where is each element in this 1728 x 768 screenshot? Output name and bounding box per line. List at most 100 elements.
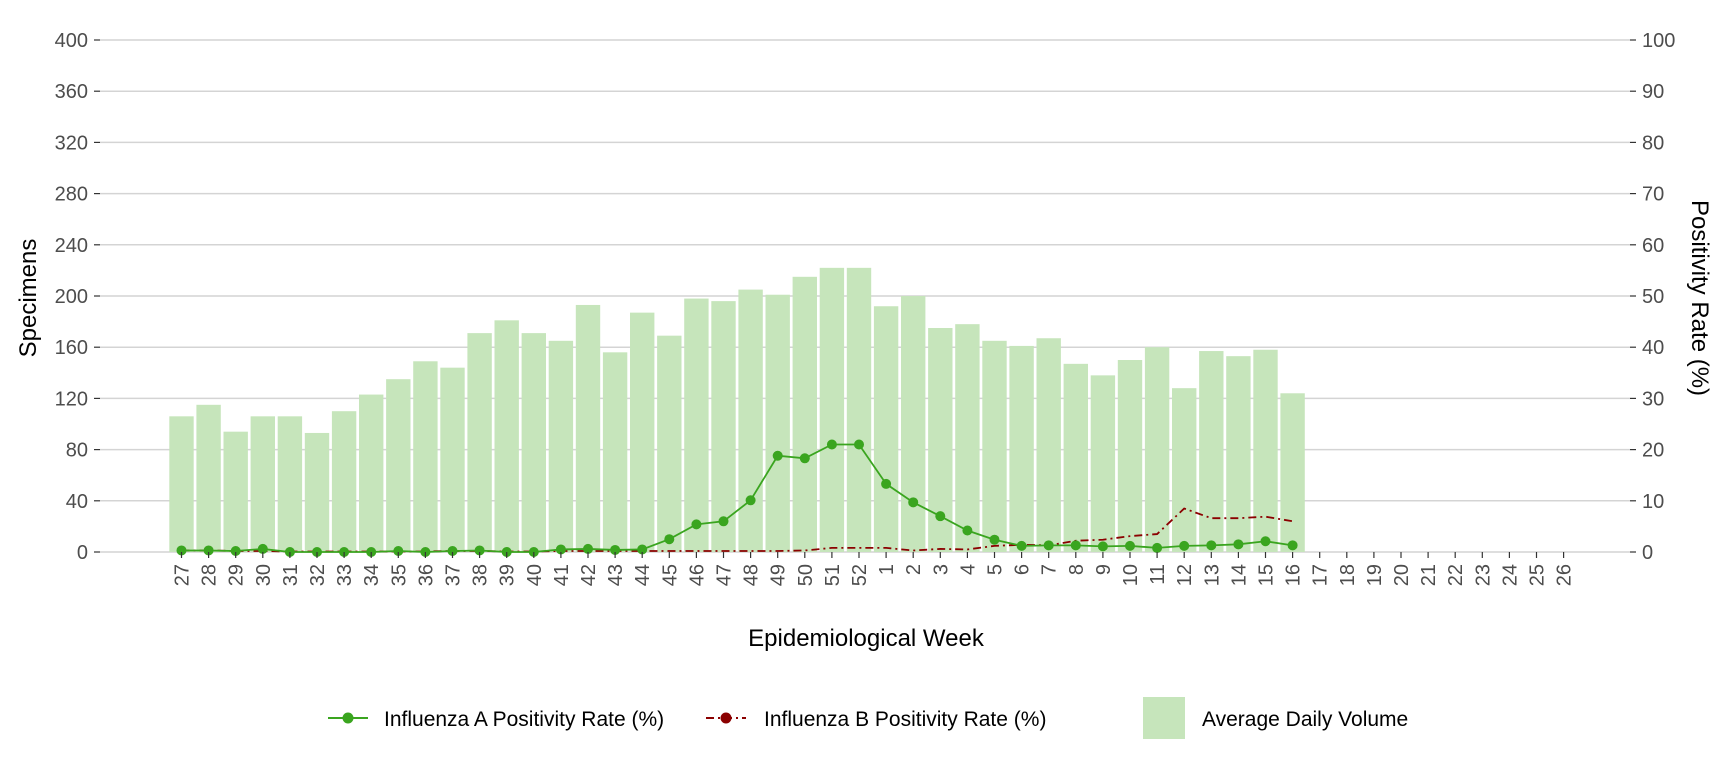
bar — [1144, 347, 1170, 552]
bar — [331, 411, 357, 552]
x-tick-label: 50 — [795, 564, 817, 586]
bar — [765, 294, 790, 552]
bar — [1172, 388, 1197, 552]
bar — [386, 379, 411, 552]
x-axis: 27 28 29 30 31 32 33 34 35 36 37 38 39 40 41 42 43 44 45 46… — [172, 552, 1576, 586]
x-tick-label: 42 — [578, 564, 600, 586]
x-tick-label: 34 — [361, 564, 383, 586]
data-point — [1233, 539, 1244, 550]
bar — [711, 301, 736, 552]
bar — [1280, 393, 1305, 552]
x-tick-label: 19 — [1364, 564, 1386, 586]
x-tick-label: 7 — [1039, 564, 1061, 575]
legend-item-influenza-a: Influenza A Positivity Rate (%) — [328, 708, 664, 731]
x-tick-label: 15 — [1256, 564, 1278, 586]
x-tick-label: 26 — [1554, 564, 1576, 586]
x-tick-label: 51 — [822, 564, 844, 586]
x-tick-label: 41 — [551, 564, 573, 586]
bar — [304, 432, 330, 552]
x-tick-label: 3 — [930, 564, 952, 575]
x-tick-label: 45 — [659, 564, 681, 586]
x-tick-label: 4 — [957, 564, 979, 575]
data-point — [718, 516, 729, 527]
bar — [277, 416, 303, 552]
bar — [1090, 375, 1116, 552]
data-point — [1179, 540, 1190, 551]
data-point — [772, 450, 783, 461]
x-tick-label: 9 — [1093, 564, 1115, 575]
data-point — [610, 544, 621, 555]
y-left-tick-label: 240 — [55, 235, 88, 257]
data-point — [1125, 540, 1135, 551]
bar — [575, 304, 601, 552]
bars-series — [169, 267, 1305, 552]
bar — [901, 296, 926, 552]
data-point — [935, 511, 946, 522]
bar — [846, 267, 872, 552]
x-tick-label: 12 — [1174, 564, 1196, 586]
bar — [1226, 356, 1251, 552]
x-tick-label: 6 — [1012, 564, 1034, 575]
x-axis-title: Epidemiological Week — [748, 625, 985, 652]
x-tick-label: 18 — [1337, 564, 1359, 586]
bar — [1117, 360, 1143, 552]
y-left-tick-label: 0 — [77, 542, 88, 564]
y-axis-right-title: Positivity Rate (%) — [1686, 200, 1713, 396]
data-point — [1097, 541, 1108, 552]
bar — [548, 340, 574, 552]
legend-item-influenza-b: Influenza B Positivity Rate (%) — [706, 708, 1046, 731]
y-axis-left: 0 40 80 120 160 200 240 280 320 360 400 — [55, 30, 100, 564]
data-point — [393, 545, 404, 556]
x-tick-label: 38 — [470, 564, 492, 586]
y-left-tick-label: 40 — [66, 491, 88, 513]
bar — [1036, 338, 1061, 552]
x-tick-label: 40 — [524, 564, 546, 586]
bar — [196, 404, 221, 552]
bar — [1199, 351, 1224, 552]
data-point — [799, 453, 810, 464]
bar — [1063, 363, 1088, 552]
x-tick-label: 35 — [388, 564, 410, 586]
y-right-tick-label: 90 — [1642, 81, 1664, 103]
data-point — [1152, 542, 1163, 553]
bar — [630, 312, 655, 552]
y-axis-left-title: Specimens — [15, 239, 42, 358]
bar — [982, 340, 1007, 552]
data-point — [908, 497, 919, 508]
data-point — [474, 545, 485, 556]
y-right-tick-label: 20 — [1642, 440, 1664, 462]
bar — [602, 352, 628, 552]
bar — [250, 416, 275, 552]
y-left-tick-label: 280 — [55, 184, 88, 206]
x-tick-label: 24 — [1499, 564, 1521, 586]
x-tick-label: 11 — [1147, 564, 1169, 585]
y-axis-right: 0 10 20 30 40 50 60 70 80 90 100 — [1630, 30, 1675, 564]
x-tick-label: 8 — [1066, 564, 1088, 575]
bar — [738, 289, 763, 552]
data-point — [1016, 540, 1027, 551]
x-tick-label: 27 — [172, 564, 194, 586]
x-tick-label: 17 — [1310, 564, 1332, 586]
bar — [440, 367, 465, 552]
y-right-tick-label: 40 — [1642, 337, 1664, 359]
x-tick-label: 23 — [1472, 564, 1494, 586]
y-right-tick-label: 100 — [1642, 30, 1675, 52]
y-right-tick-label: 70 — [1642, 184, 1664, 206]
x-tick-label: 1 — [876, 564, 898, 575]
x-tick-label: 16 — [1283, 564, 1305, 586]
bar — [819, 267, 845, 552]
legend-label-influenza-b: Influenza B Positivity Rate (%) — [764, 708, 1046, 731]
influenza-a-series — [176, 439, 1298, 557]
data-point — [881, 478, 892, 489]
y-left-tick-label: 400 — [55, 30, 88, 52]
x-tick-label: 21 — [1418, 564, 1440, 586]
data-point — [257, 543, 268, 554]
x-tick-label: 22 — [1445, 564, 1467, 586]
data-point — [664, 534, 675, 545]
x-tick-label: 20 — [1391, 564, 1413, 586]
x-tick-label: 39 — [497, 564, 519, 586]
y-left-tick-label: 360 — [55, 81, 88, 103]
y-right-tick-label: 10 — [1642, 491, 1664, 513]
bar — [657, 335, 682, 552]
